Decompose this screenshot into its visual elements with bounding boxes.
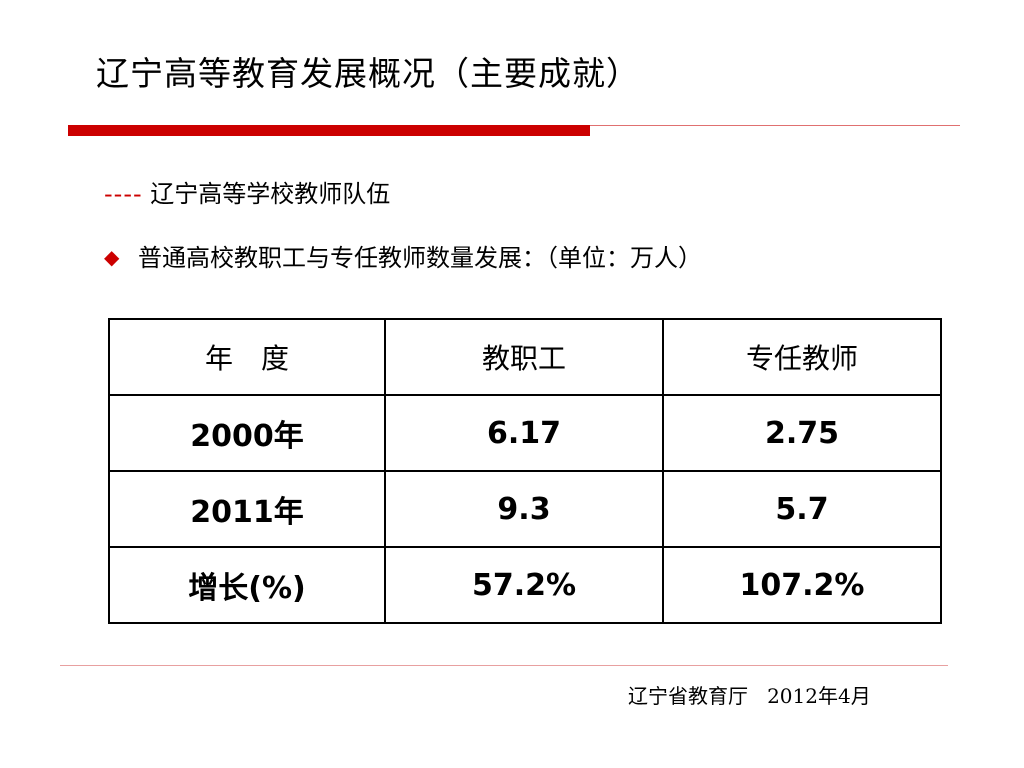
subtitle-dashes: ---- [104, 180, 143, 208]
slide-title: 辽宁高等教育发展概况（主要成就） [96, 54, 640, 93]
title-divider-accent [68, 125, 590, 136]
footer-date: 2012年4月 [767, 684, 871, 708]
cell-year: 2000年 [108, 394, 386, 472]
footer-divider [60, 665, 948, 666]
cell-teachers: 2.75 [662, 394, 942, 472]
table-row: 增长(%) 57.2% 107.2% [108, 546, 942, 624]
section-subtitle: ---- 辽宁高等学校教师队伍 [104, 178, 390, 210]
subtitle-text: 辽宁高等学校教师队伍 [150, 180, 391, 208]
cell-staff: 9.3 [384, 470, 664, 548]
footer-source: 辽宁省教育厅 [628, 684, 748, 708]
cell-staff-growth: 57.2% [384, 546, 664, 624]
table-header-row: 年 度 教职工 专任教师 [108, 318, 942, 396]
staff-table: 年 度 教职工 专任教师 2000年 6.17 2.75 2011年 9.3 5… [108, 318, 942, 624]
header-staff: 教职工 [384, 318, 664, 396]
cell-staff: 6.17 [384, 394, 664, 472]
table-row: 2000年 6.17 2.75 [108, 394, 942, 472]
diamond-bullet-icon: ◆ [104, 245, 120, 269]
header-year: 年 度 [108, 318, 386, 396]
table-row: 2011年 9.3 5.7 [108, 470, 942, 548]
header-full-time-teachers: 专任教师 [662, 318, 942, 396]
cell-growth-label: 增长(%) [108, 546, 386, 624]
cell-teachers-growth: 107.2% [662, 546, 942, 624]
bullet-point: ◆ 普通高校教职工与专任教师数量发展：（单位：万人） [104, 240, 702, 275]
slide-footer: 辽宁省教育厅 2012年4月 [628, 682, 871, 710]
cell-year: 2011年 [108, 470, 386, 548]
cell-teachers: 5.7 [662, 470, 942, 548]
bullet-text: 普通高校教职工与专任教师数量发展：（单位：万人） [138, 244, 702, 272]
